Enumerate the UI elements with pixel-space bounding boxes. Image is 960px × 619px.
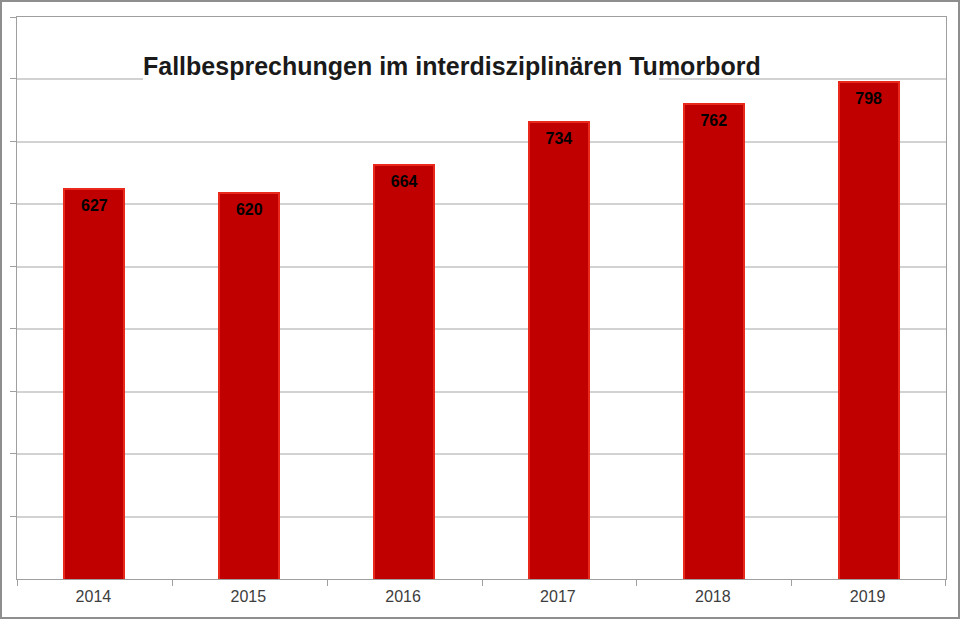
x-axis-tick: [482, 580, 483, 586]
gridline: [17, 328, 946, 330]
gridline: [17, 141, 946, 143]
y-axis-tick: [10, 266, 17, 267]
gridline: [17, 391, 946, 393]
x-axis-label-2017: 2017: [498, 588, 618, 606]
bar-value-label: 664: [375, 173, 433, 191]
y-axis-tick: [10, 516, 17, 517]
plot-area: 627 620 664 734 762 798: [16, 16, 947, 580]
x-axis-tick: [327, 580, 328, 586]
bar-value-label: 734: [530, 130, 588, 148]
y-axis-tick: [10, 328, 17, 329]
x-axis-label-2015: 2015: [188, 588, 308, 606]
x-axis-tick: [17, 580, 18, 586]
chart-frame: 627 620 664 734 762 798 Fallbesprechungen im …: [0, 0, 960, 619]
x-axis-tick: [791, 580, 792, 586]
bar-value-label: 620: [220, 201, 278, 219]
y-axis-tick: [10, 17, 17, 18]
bar-2015: 620: [218, 192, 280, 579]
x-axis-label-2019: 2019: [808, 588, 928, 606]
y-axis-tick: [10, 203, 17, 204]
bar-2019: 798: [838, 81, 900, 579]
y-axis-tick: [10, 141, 17, 142]
bar-2018: 762: [683, 103, 745, 579]
bar-2016: 664: [373, 164, 435, 579]
bar-2017: 734: [528, 121, 590, 579]
gridline: [17, 203, 946, 205]
bar-2014: 627: [63, 188, 125, 580]
chart-title: Fallbesprechungen im interdisziplinären …: [143, 46, 659, 86]
x-axis-label-2014: 2014: [33, 588, 153, 606]
x-axis-label-2016: 2016: [343, 588, 463, 606]
y-axis-tick: [10, 453, 17, 454]
bar-value-label: 627: [65, 197, 123, 215]
x-axis-label-2018: 2018: [653, 588, 773, 606]
x-axis-tick: [636, 580, 637, 586]
bar-value-label: 762: [685, 112, 743, 130]
y-axis-tick: [10, 391, 17, 392]
gridline: [17, 453, 946, 455]
y-axis-tick: [10, 78, 17, 79]
bar-value-label: 798: [840, 90, 898, 108]
gridline: [17, 266, 946, 268]
x-axis-tick: [172, 580, 173, 586]
x-axis-tick: [945, 580, 946, 586]
gridline: [17, 516, 946, 518]
